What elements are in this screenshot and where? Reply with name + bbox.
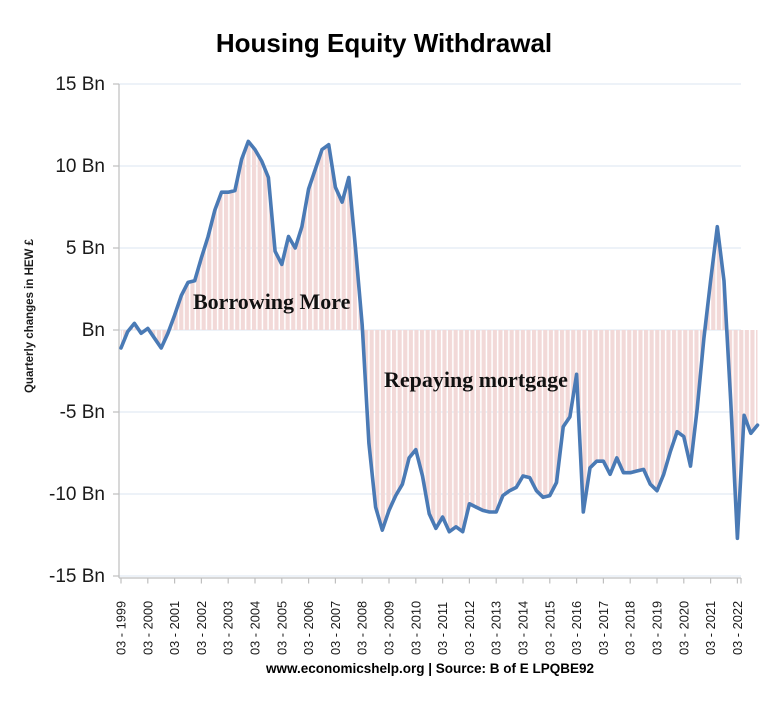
y-tick-label: -15 Bn <box>49 566 105 587</box>
y-tick-label: 5 Bn <box>66 238 105 259</box>
x-tick-label: 03 - 2007 <box>328 601 343 655</box>
hatched-area <box>121 141 758 539</box>
y-tick-label: -5 Bn <box>60 402 105 423</box>
y-tick-label: Bn <box>82 320 105 341</box>
x-tick-label: 03 - 2000 <box>140 601 155 655</box>
x-tick-label: 03 - 2022 <box>730 601 745 655</box>
x-tick-label: 03 - 2019 <box>650 601 665 655</box>
x-tick-label: 03 - 2010 <box>408 601 423 655</box>
annotation-repaying-mortgage: Repaying mortgage <box>384 367 568 392</box>
annotation-borrowing-more: Borrowing More <box>193 289 351 314</box>
x-tick-label: 03 - 2021 <box>703 601 718 655</box>
y-tick-label: 15 Bn <box>55 74 105 95</box>
x-tick-label: 03 - 2005 <box>274 601 289 655</box>
x-tick-label: 03 - 2008 <box>355 601 370 655</box>
x-tick-label: 03 - 2016 <box>569 601 584 655</box>
x-tick-label: 03 - 2006 <box>301 601 316 655</box>
x-tick-label: 03 - 2001 <box>167 601 182 655</box>
y-tick-label: 10 Bn <box>55 156 105 177</box>
x-tick-label: 03 - 2020 <box>676 601 691 655</box>
y-tick-label: -10 Bn <box>49 484 105 505</box>
x-tick-label: 03 - 2009 <box>382 601 397 655</box>
x-tick-label: 03 - 2012 <box>462 601 477 655</box>
x-tick-label: 03 - 2003 <box>221 601 236 655</box>
x-tick-label: 03 - 2017 <box>596 601 611 655</box>
x-tick-label: 03 - 2018 <box>623 601 638 655</box>
chart-title: Housing Equity Withdrawal <box>215 28 553 58</box>
x-tick-label: 03 - 1999 <box>114 601 129 655</box>
x-tick-label: 03 - 2002 <box>194 601 209 655</box>
data-line <box>119 139 760 541</box>
source-footer: www.economicshelp.org | Source: B of E L… <box>265 661 595 676</box>
x-tick-label: 03 - 2004 <box>248 601 263 655</box>
x-tick-label: 03 - 2015 <box>542 601 557 655</box>
x-tick-label: 03 - 2014 <box>516 601 531 655</box>
x-tick-label: 03 - 2011 <box>435 602 450 655</box>
x-tick-label: 03 - 2013 <box>489 601 504 655</box>
